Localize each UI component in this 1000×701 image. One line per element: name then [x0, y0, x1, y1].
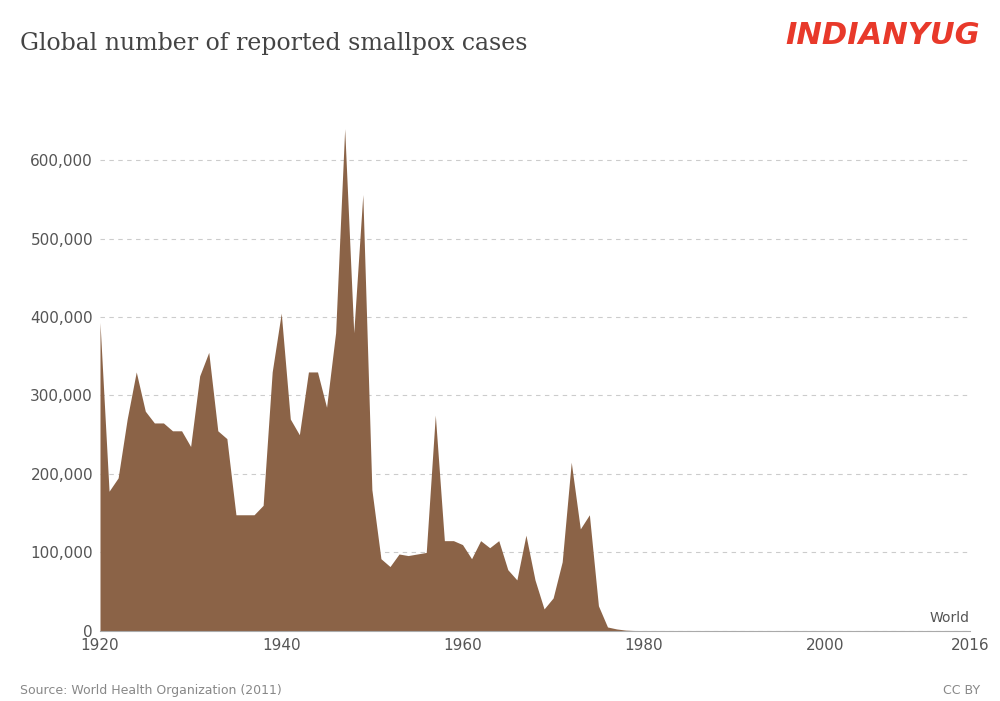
- Text: CC BY: CC BY: [943, 684, 980, 697]
- Text: INDIANYUG: INDIANYUG: [785, 21, 980, 50]
- Text: World: World: [930, 611, 970, 625]
- Text: Global number of reported smallpox cases: Global number of reported smallpox cases: [20, 32, 528, 55]
- Text: Source: World Health Organization (2011): Source: World Health Organization (2011): [20, 684, 282, 697]
